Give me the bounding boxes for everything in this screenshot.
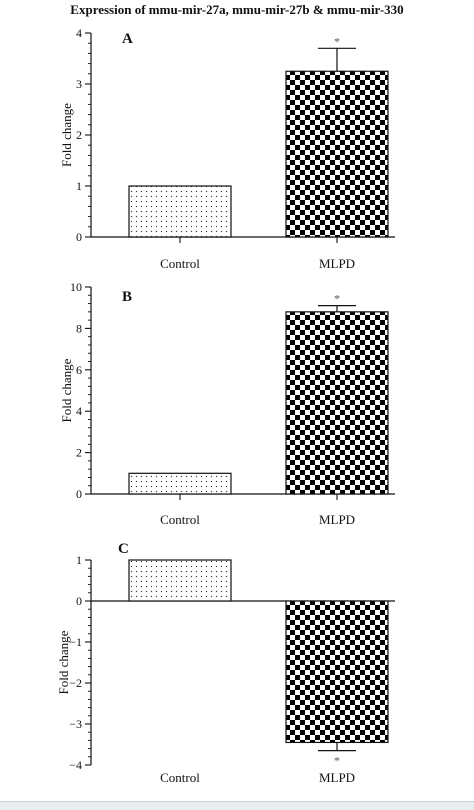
figure-title: Expression of mmu-mir-27a, mmu-mir-27b &… xyxy=(70,2,403,17)
significance-star: * xyxy=(334,292,340,306)
panel-label: A xyxy=(122,31,133,47)
chart-panel-c: C −4 −3 −2 −1 0 1 Fold change Control * MLPD xyxy=(56,541,395,785)
y-tick-label: −2 xyxy=(69,676,82,690)
panel-label: B xyxy=(122,289,132,305)
page-bottom-bar xyxy=(0,801,474,810)
bar-mlpd xyxy=(285,70,389,238)
panel-label: C xyxy=(118,541,129,557)
x-tick-label: MLPD xyxy=(319,770,355,785)
x-tick-label: MLPD xyxy=(319,512,355,527)
y-tick-label: 1 xyxy=(76,179,82,193)
bar-mlpd xyxy=(285,311,389,495)
y-tick-label: 8 xyxy=(76,321,82,335)
bar-control xyxy=(128,472,232,495)
y-tick-label: 3 xyxy=(76,77,82,91)
y-tick-label: 2 xyxy=(76,128,82,142)
y-axis-label: Fold change xyxy=(59,358,74,422)
y-tick-label: 4 xyxy=(76,404,82,418)
y-tick-label: 0 xyxy=(76,594,82,608)
x-tick-label: Control xyxy=(160,770,200,785)
y-tick-label: 4 xyxy=(76,26,82,40)
y-tick-label: 6 xyxy=(76,363,82,377)
y-tick-label: −3 xyxy=(69,717,82,731)
y-tick-label: 0 xyxy=(76,487,82,501)
significance-star: * xyxy=(334,34,340,48)
chart-panel-b: B 0 2 4 6 8 10 Fold change Control * MLPD xyxy=(59,280,395,527)
y-tick-label: −4 xyxy=(69,758,82,772)
y-tick-label: 0 xyxy=(76,230,82,244)
x-tick-label: Control xyxy=(160,256,200,271)
y-axis-label: Fold change xyxy=(59,103,74,167)
chart-panel-a: A 0 1 2 3 4 Fold change Control * MLPD xyxy=(59,26,395,271)
y-tick-label: 1 xyxy=(76,553,82,567)
bar-control xyxy=(128,185,232,238)
bar-control xyxy=(128,559,232,602)
y-tick-label: −1 xyxy=(69,635,82,649)
y-tick-label: 2 xyxy=(76,446,82,460)
y-tick-label: 10 xyxy=(70,280,82,294)
bar-mlpd xyxy=(285,600,389,744)
y-axis-label: Fold change xyxy=(56,630,71,694)
x-tick-label: MLPD xyxy=(319,256,355,271)
x-tick-label: Control xyxy=(160,512,200,527)
significance-star: * xyxy=(334,754,340,768)
